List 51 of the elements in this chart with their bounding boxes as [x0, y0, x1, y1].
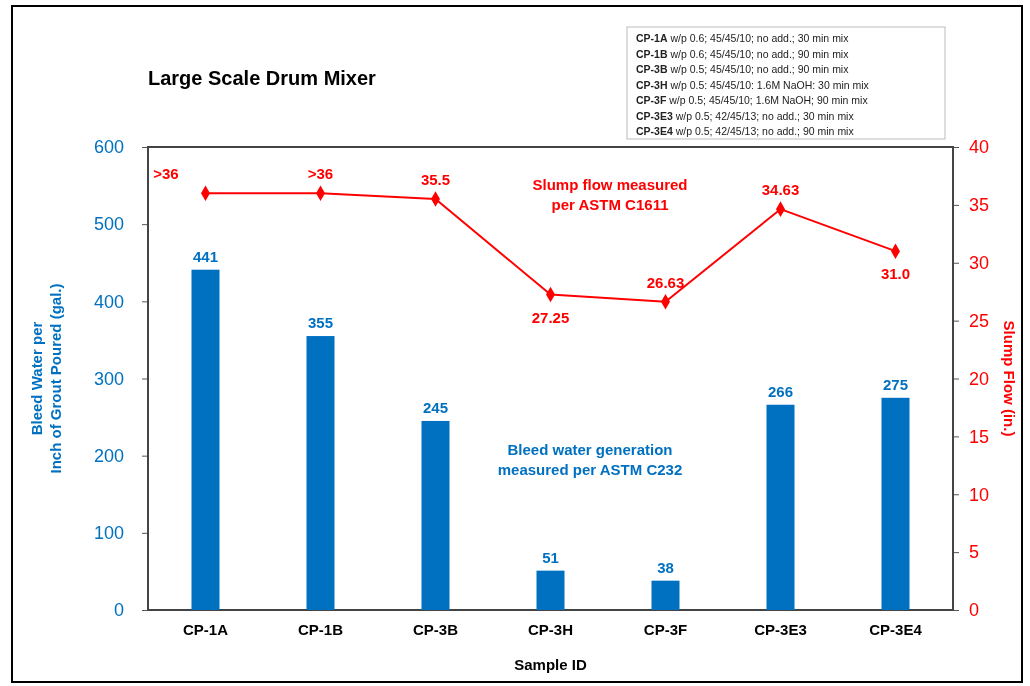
x-tick-label: CP-3H — [527, 620, 574, 638]
data-label: 38 — [657, 558, 674, 576]
y-axis-title: Bleed Water per Inch of Grout Poured (gal.) — [28, 283, 64, 474]
y-tick-label: 500 — [93, 214, 124, 235]
y-tick-label: 0 — [113, 600, 124, 621]
chart-title: Large Scale Drum Mixer — [148, 67, 377, 89]
bar — [191, 269, 220, 610]
data-label: 34.63 — [761, 181, 800, 199]
bar — [766, 404, 795, 610]
x-tick-label: CP-3F — [643, 620, 688, 638]
bar — [651, 580, 680, 610]
data-label: 35.5 — [420, 171, 451, 189]
y2-tick-label: 25 — [969, 310, 990, 331]
bar — [421, 420, 450, 610]
data-label: 266 — [767, 382, 794, 400]
y2-tick-label: 10 — [969, 484, 990, 505]
y2-axis-title: Slump Flow (in.) — [1001, 320, 1018, 437]
y2-tick-label: 40 — [969, 137, 990, 158]
data-label: 51 — [542, 548, 559, 566]
bar — [536, 570, 565, 610]
y2-tick-label: 15 — [969, 426, 990, 447]
data-label: 441 — [192, 247, 219, 265]
data-label: 245 — [422, 398, 449, 416]
bar — [881, 397, 910, 610]
y2-tick-label: 30 — [969, 253, 990, 274]
text: CP-1A w/p 0.6; 45/45/10; no add.; 30 min mix CP-1B w/p 0.6; 45/45/10; no add.; 90 min mix CP-3B w/p 0.5; 45/45/10; no add.; 90 min mix CP-3H w/p 0.5: 45/45/10: 1.6M NaOH: 30 min mix CP-3F w/p 0.5; 45/45/10; 1.6M NaOH; 90 min mix CP-3E3 w/p 0.5; 42/45/13; no add.; 30 min mix CP-3E4 w/p 0.5; 42/45/13; no add.; 90 min mix — [636, 32, 869, 137]
data-label: 355 — [307, 314, 334, 332]
x-tick-label: CP-3E4 — [869, 620, 923, 638]
bar — [306, 336, 335, 610]
annotation: Bleed water generation measured per ASTM C232 — [497, 441, 683, 478]
y-tick-label: 300 — [93, 368, 124, 389]
x-axis-title: Sample ID — [514, 656, 587, 673]
y-tick-label: 200 — [93, 445, 124, 466]
data-label: 275 — [882, 375, 909, 393]
x-tick-label: CP-3B — [412, 620, 459, 638]
x-tick-label: CP-1A — [182, 620, 229, 638]
y2-tick-label: 5 — [969, 542, 980, 563]
data-label: 31.0 — [880, 265, 911, 283]
y-tick-label: 600 — [93, 137, 124, 158]
data-label: 27.25 — [531, 308, 570, 326]
y2-tick-label: 35 — [969, 195, 990, 216]
annotation: Slump flow measured per ASTM C1611 — [532, 176, 688, 213]
y-tick-label: 400 — [93, 291, 124, 312]
data-label: 26.63 — [646, 273, 685, 291]
x-tick-label: CP-3E3 — [754, 620, 807, 638]
y2-tick-label: 20 — [969, 368, 990, 389]
data-label: >36 — [153, 165, 179, 183]
data-label: >36 — [307, 165, 334, 183]
y2-tick-label: 0 — [969, 600, 980, 621]
y-tick-label: 100 — [93, 523, 124, 544]
x-tick-label: CP-1B — [297, 620, 344, 638]
